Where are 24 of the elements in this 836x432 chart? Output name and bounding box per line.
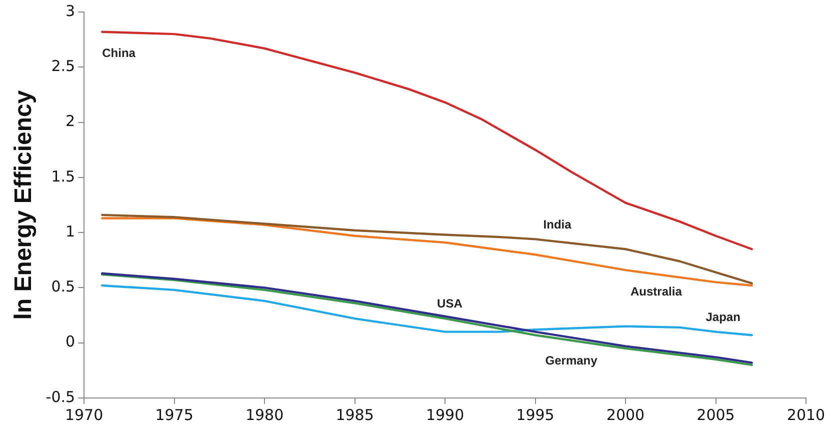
y-tick-label: 2 [66, 112, 76, 130]
y-tick-label: 2.5 [51, 57, 76, 76]
series-label: Japan [706, 310, 740, 324]
y-axis-title: ln Energy Efficiency [10, 90, 38, 320]
x-tick-label: 1975 [155, 406, 194, 424]
x-tick-label: 1985 [336, 406, 374, 424]
x-tick-label: 1995 [516, 406, 554, 424]
y-tick-label: 0.5 [51, 278, 76, 296]
x-tick-label: 2005 [696, 406, 735, 424]
y-tick-label: 1.5 [51, 167, 76, 186]
series-label: USA [437, 296, 463, 311]
x-tick-label: 1970 [64, 406, 104, 424]
series-label: China [102, 46, 136, 60]
series-label: India [543, 218, 572, 232]
y-tick-label: 3 [66, 2, 76, 20]
x-tick-label: 1990 [426, 406, 464, 424]
series-label: Australia [630, 284, 682, 298]
y-tick-label: 1 [66, 222, 76, 240]
y-tick-label: 0 [66, 332, 76, 351]
y-tick-label: -0.5 [46, 388, 76, 406]
x-tick-label: 2000 [606, 406, 645, 424]
x-tick-label: 1980 [245, 406, 284, 424]
series-label: Germany [545, 353, 598, 368]
x-tick-label: 2010 [786, 406, 826, 424]
